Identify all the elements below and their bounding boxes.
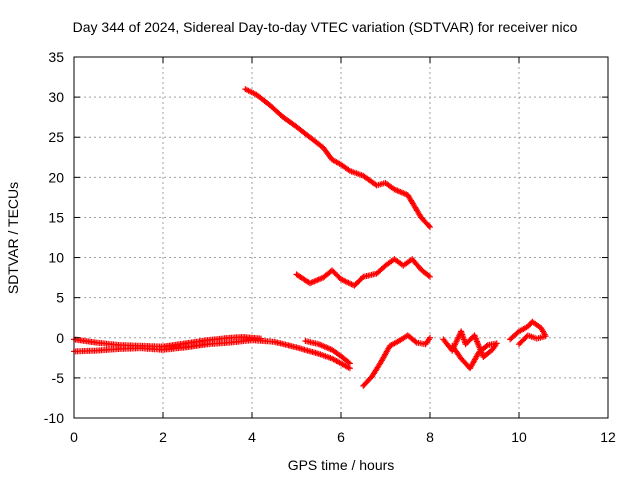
marker-trail	[339, 162, 352, 173]
data-point	[449, 342, 456, 349]
y-tick-label: 10	[48, 250, 64, 266]
marker-trail	[477, 343, 490, 355]
marker-trail	[183, 337, 209, 347]
marker-trail	[294, 124, 312, 140]
y-tick-label: 5	[56, 290, 64, 306]
marker-trail	[117, 342, 142, 349]
marker-trail	[339, 276, 356, 288]
x-tick-label: 8	[426, 429, 434, 445]
series-track-lower-f	[507, 318, 549, 348]
marker-trail	[352, 275, 365, 288]
y-tick-label: 35	[48, 49, 64, 65]
marker-trail	[304, 338, 321, 347]
marker-trail	[374, 263, 388, 276]
marker-trail	[450, 344, 464, 361]
marker-trail	[317, 351, 334, 361]
marker-trail	[378, 344, 393, 364]
x-tick-label: 10	[511, 429, 527, 445]
marker-trail	[467, 350, 482, 370]
marker-trail	[410, 257, 423, 272]
x-tick-label: 12	[600, 429, 616, 445]
y-tick-label: 15	[48, 209, 64, 225]
marker-trail	[268, 103, 285, 120]
marker-trail	[517, 333, 530, 346]
marker-trail	[241, 334, 263, 342]
y-tick-label: 20	[48, 169, 64, 185]
y-tick-label: -10	[44, 410, 64, 426]
marker-trail	[348, 168, 365, 179]
marker-trail	[406, 333, 419, 345]
y-tick-label: -5	[52, 370, 65, 386]
data-point	[427, 334, 433, 341]
marker-trail	[508, 329, 521, 342]
marker-trail	[72, 336, 98, 346]
marker-trail	[295, 344, 321, 357]
series-track-lower-d	[360, 332, 433, 389]
marker-trail	[388, 338, 401, 348]
marker-trail	[330, 268, 343, 281]
marker-trail	[272, 339, 298, 350]
marker-trail	[183, 341, 209, 351]
marker-trail	[419, 215, 432, 229]
x-tick-label: 6	[337, 429, 345, 445]
y-tick-label: 0	[56, 330, 64, 346]
data-point	[427, 273, 433, 280]
marker-trail	[361, 374, 374, 388]
marker-trail	[526, 319, 535, 329]
y-tick-label: 30	[48, 89, 64, 105]
data-point	[257, 335, 264, 342]
chart-title: Day 344 of 2024, Sidereal Day-to-day VTE…	[73, 19, 578, 35]
marker-trail	[530, 319, 543, 331]
series-track-upper	[242, 86, 433, 231]
marker-trail	[405, 193, 424, 219]
marker-trail	[95, 339, 120, 348]
marker-trail	[281, 115, 299, 129]
marker-trail	[517, 324, 530, 334]
marker-trail	[321, 146, 335, 162]
marker-trail	[330, 347, 343, 359]
marker-trail	[95, 346, 120, 354]
marker-trail	[370, 360, 384, 378]
marker-trail	[481, 347, 494, 359]
marker-trail	[254, 92, 272, 108]
marker-trail	[161, 340, 187, 350]
y-axis-label: SDTVAR / TECUs	[5, 182, 21, 294]
marker-trail	[330, 157, 343, 167]
marker-trail	[228, 337, 254, 346]
data-point	[346, 360, 353, 367]
series-track-middle	[293, 256, 433, 289]
marker-trail	[243, 86, 258, 97]
x-axis-ticks: 0 2 4 6 8 10 12	[70, 57, 616, 445]
y-tick-label: 25	[48, 129, 64, 145]
grid-lines	[74, 57, 608, 418]
marker-trail	[72, 347, 98, 355]
marker-trail	[161, 344, 187, 353]
data-series	[71, 86, 549, 389]
series-track-lower-c	[302, 337, 353, 367]
marker-trail	[139, 342, 165, 350]
marker-trail	[384, 181, 396, 192]
marker-trail	[539, 326, 548, 338]
marker-trail	[206, 339, 231, 348]
data-point	[516, 341, 522, 348]
series-track-lower-e	[440, 328, 500, 372]
marker-trail	[308, 135, 325, 150]
marker-trail	[317, 341, 334, 353]
marker-trail	[361, 173, 379, 188]
marker-trail	[206, 335, 231, 343]
marker-trail	[330, 356, 352, 371]
data-point	[427, 224, 433, 231]
x-tick-label: 4	[248, 429, 256, 445]
marker-trail	[339, 354, 352, 366]
marker-trail	[526, 333, 538, 341]
y-axis-ticks: -10 -5 0 5 10 15 20 25 30 35	[44, 49, 608, 426]
x-tick-label: 2	[159, 429, 167, 445]
x-tick-label: 0	[70, 429, 78, 445]
x-axis-label: GPS time / hours	[288, 457, 395, 473]
marker-trail	[423, 336, 432, 346]
marker-trail	[419, 267, 432, 279]
marker-trail	[459, 356, 472, 371]
